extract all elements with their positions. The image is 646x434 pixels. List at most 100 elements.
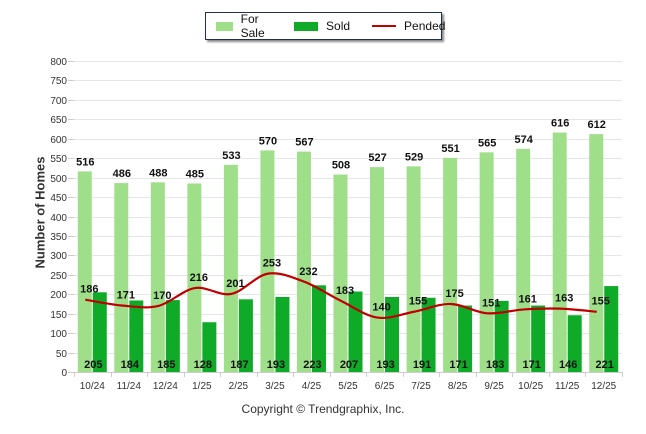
data-label-for-sale: 485	[186, 168, 204, 180]
data-label-pended: 155	[592, 296, 610, 308]
x-tick-label: 11/25	[555, 381, 580, 392]
bar-for-sale	[223, 164, 238, 372]
x-tick-label: 10/24	[80, 381, 105, 392]
data-label-for-sale: 551	[441, 143, 459, 155]
gridlines	[74, 61, 622, 373]
legend-line-pended	[372, 25, 397, 27]
x-tick-label: 12/24	[153, 381, 178, 392]
data-label-pended: 140	[372, 302, 390, 314]
bar-sold	[494, 300, 509, 372]
bar-for-sale	[406, 166, 421, 372]
bars	[77, 132, 619, 372]
bar-for-sale	[589, 134, 604, 372]
data-label-for-sale: 570	[259, 135, 277, 147]
bar-sold	[311, 285, 326, 372]
y-tick-label: 500	[50, 174, 67, 185]
data-label-for-sale: 486	[113, 168, 131, 180]
data-label-for-sale: 527	[368, 152, 386, 164]
data-label-for-sale: 529	[405, 151, 423, 163]
data-label-sold: 171	[449, 359, 467, 371]
bar-sold	[202, 322, 217, 372]
bar-for-sale	[114, 183, 129, 372]
data-label-for-sale: 533	[222, 150, 240, 162]
y-tick-label: 100	[50, 329, 67, 340]
y-tick-label: 200	[50, 290, 67, 301]
copyright: Copyright © Trendgraphix, Inc.	[241, 402, 405, 416]
bar-sold	[238, 299, 253, 372]
data-label-for-sale: 616	[551, 118, 569, 130]
bar-for-sale	[150, 182, 165, 372]
data-label-pended: 151	[482, 297, 500, 309]
y-tick-label: 0	[61, 368, 67, 379]
data-label-pended: 155	[409, 296, 427, 308]
data-label-sold: 193	[267, 359, 285, 371]
bar-for-sale	[479, 152, 494, 372]
data-label-sold: 185	[157, 359, 175, 371]
bar-sold	[458, 305, 473, 372]
pended-line	[85, 272, 597, 320]
pended-line-path	[85, 272, 597, 320]
data-label-sold: 187	[230, 359, 248, 371]
x-tick-label: 4/25	[302, 381, 322, 392]
x-tick-label: 3/25	[265, 381, 285, 392]
y-tick-label: 250	[50, 271, 67, 282]
bar-sold	[604, 286, 619, 372]
bar-sold	[92, 292, 107, 372]
data-label-pended: 161	[518, 293, 536, 305]
y-tick-label: 600	[50, 135, 67, 146]
y-tick-label: 650	[50, 115, 67, 126]
bar-for-sale	[516, 148, 531, 372]
data-label-pended: 201	[226, 278, 244, 290]
bar-for-sale	[187, 183, 202, 372]
x-tick-label: 11/24	[117, 381, 142, 392]
bar-for-sale	[370, 167, 385, 372]
x-tick-label: 1/25	[192, 381, 212, 392]
x-tick-label: 5/25	[338, 381, 358, 392]
data-label-sold: 191	[413, 359, 431, 371]
bar-for-sale	[552, 132, 567, 372]
y-tick-label: 150	[50, 310, 67, 321]
x-tick-label: 9/25	[484, 381, 504, 392]
y-tick-label: 450	[50, 193, 67, 204]
x-tick-label: 6/25	[375, 381, 395, 392]
legend-item-for-sale[interactable]: For Sale	[216, 12, 272, 40]
y-tick-label: 750	[50, 76, 67, 87]
data-label-for-sale: 574	[514, 134, 533, 146]
y-tick-label: 350	[50, 232, 67, 243]
data-label-pended: 216	[190, 272, 208, 284]
data-label-sold: 207	[340, 359, 358, 371]
y-tick-label: 50	[56, 349, 68, 360]
legend-swatch-for-sale	[216, 21, 233, 31]
data-label-for-sale: 508	[332, 160, 350, 172]
data-label-pended: 183	[336, 285, 354, 297]
data-label-sold: 128	[194, 359, 212, 371]
x-tick-label: 7/25	[411, 381, 431, 392]
data-label-sold: 223	[303, 359, 321, 371]
data-label-for-sale: 565	[478, 137, 496, 149]
x-tick-label: 2/25	[229, 381, 249, 392]
data-labels: 516 205 186 486 184 171 488 185 170 485 128 216 533 1…	[76, 118, 614, 371]
data-label-pended: 171	[117, 290, 135, 302]
bar-for-sale	[443, 157, 458, 372]
bar-for-sale	[77, 171, 92, 372]
legend: For Sale Sold Pended	[205, 12, 445, 40]
y-tick-label: 700	[50, 96, 67, 107]
data-label-sold: 146	[559, 359, 577, 371]
data-label-pended: 186	[80, 284, 98, 296]
bar-sold	[129, 300, 144, 372]
data-label-pended: 170	[153, 290, 171, 302]
data-label-for-sale: 567	[295, 137, 313, 149]
legend-item-sold[interactable]: Sold	[294, 19, 350, 33]
data-label-pended: 232	[299, 266, 317, 278]
bar-sold	[567, 315, 582, 372]
y-axis-label: Number of Homes	[32, 156, 48, 269]
legend-label: Sold	[326, 19, 351, 33]
x-tick-label: 12/25	[591, 381, 616, 392]
legend-label: For Sale	[240, 12, 265, 40]
legend-label: Pended	[404, 19, 446, 33]
y-tick-label: 300	[50, 251, 67, 262]
data-label-pended: 253	[263, 258, 281, 270]
legend-item-pended[interactable]: Pended	[372, 19, 445, 33]
bar-for-sale	[333, 174, 348, 372]
bar-for-sale	[260, 150, 275, 372]
